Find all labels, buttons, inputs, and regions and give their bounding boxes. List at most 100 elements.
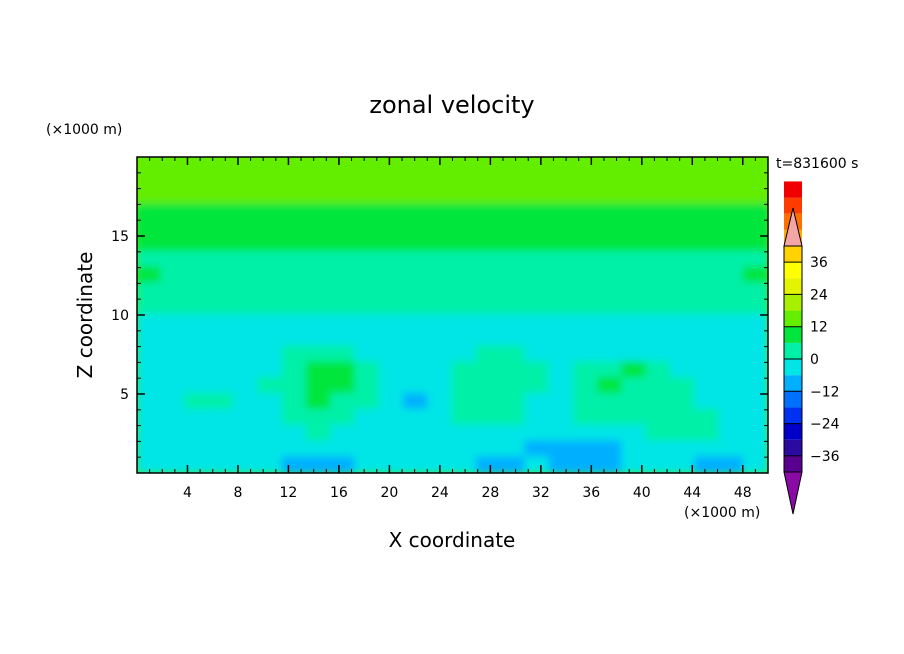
field-cell xyxy=(742,408,768,427)
field-cell xyxy=(184,235,211,253)
field-cell xyxy=(572,266,600,285)
y-axis-ticks: 5 10 15 xyxy=(111,172,768,458)
field-cell xyxy=(208,314,236,332)
field-cell xyxy=(669,219,697,237)
field-cell xyxy=(427,298,454,316)
field-cell xyxy=(330,456,357,473)
field-cell xyxy=(402,203,430,222)
field-cell xyxy=(475,345,503,364)
field-cell xyxy=(378,329,405,348)
field-cell xyxy=(645,219,672,237)
field-cell xyxy=(500,329,527,348)
field-cell xyxy=(208,408,236,427)
field-cell xyxy=(694,377,721,395)
field-cell xyxy=(184,314,211,332)
field-cell xyxy=(451,424,478,443)
field-cell xyxy=(718,408,745,427)
field-cell xyxy=(378,361,405,380)
field-cell xyxy=(281,171,308,190)
field-cell xyxy=(548,266,575,285)
colorbar-band xyxy=(784,197,802,214)
field-cell xyxy=(402,314,430,332)
field-cell xyxy=(402,187,430,206)
field-cell xyxy=(475,424,503,443)
field-cell xyxy=(451,157,478,174)
field-cell xyxy=(645,456,672,473)
field-cell xyxy=(694,408,721,427)
field-cell xyxy=(160,440,187,459)
field-cell xyxy=(451,377,478,395)
chart-title: zonal velocity xyxy=(369,91,534,119)
field-cell xyxy=(621,424,648,443)
field-cell xyxy=(354,298,381,316)
field-cell xyxy=(378,298,405,316)
field-cell xyxy=(305,157,333,174)
field-cell xyxy=(548,314,575,332)
field-cell xyxy=(305,203,333,222)
field-cell xyxy=(742,298,768,316)
field-cell xyxy=(402,456,430,473)
field-cell xyxy=(137,456,163,473)
field-cell xyxy=(500,266,527,285)
field-cell xyxy=(718,266,745,285)
field-cell xyxy=(621,377,648,395)
field-cell xyxy=(645,298,672,316)
field-cell xyxy=(208,187,236,206)
field-cell xyxy=(184,282,211,301)
colorbar-band xyxy=(784,246,802,263)
field-cell xyxy=(597,329,624,348)
field-cell xyxy=(160,157,187,174)
field-cell xyxy=(137,250,163,269)
field-cell xyxy=(597,314,624,332)
field-cell xyxy=(233,424,260,443)
field-cell xyxy=(160,250,187,269)
field-cell xyxy=(500,440,527,459)
field-cell xyxy=(402,282,430,301)
field-cell xyxy=(160,377,187,395)
field-cell xyxy=(427,361,454,380)
field-cell xyxy=(451,187,478,206)
field-cell xyxy=(402,235,430,253)
field-cell xyxy=(475,393,503,411)
field-cell xyxy=(427,456,454,473)
field-cell xyxy=(742,235,768,253)
field-cell xyxy=(257,345,284,364)
field-cell xyxy=(694,329,721,348)
field-cell xyxy=(427,187,454,206)
field-cell xyxy=(257,408,284,427)
field-cell xyxy=(330,408,357,427)
field-cell xyxy=(354,440,381,459)
x-tick-label: 40 xyxy=(633,485,651,501)
field-cell xyxy=(330,424,357,443)
field-cell xyxy=(694,456,721,473)
field-cell xyxy=(694,187,721,206)
field-cell xyxy=(184,266,211,285)
field-cell xyxy=(208,424,236,443)
x-axis-label: X coordinate xyxy=(389,528,516,552)
x-axis-ticks: 4 8 12 16 20 24 28 32 36 40 44 48 xyxy=(149,157,756,501)
field-cell xyxy=(669,329,697,348)
field-cell xyxy=(208,329,236,348)
field-cell xyxy=(137,282,163,301)
x-tick-label: 36 xyxy=(582,485,600,501)
field-cell xyxy=(694,219,721,237)
field-cell xyxy=(669,203,697,222)
field-cell xyxy=(378,393,405,411)
field-cell xyxy=(742,456,768,473)
field-cell xyxy=(694,345,721,364)
field-cell xyxy=(645,361,672,380)
field-cell xyxy=(402,157,430,174)
field-cell xyxy=(451,345,478,364)
field-cell xyxy=(572,219,600,237)
field-cell xyxy=(572,440,600,459)
field-cell xyxy=(160,456,187,473)
field-cell xyxy=(208,393,236,411)
field-cell xyxy=(742,187,768,206)
field-cell xyxy=(597,157,624,174)
field-cell xyxy=(184,377,211,395)
field-cell xyxy=(597,440,624,459)
field-cell xyxy=(572,171,600,190)
field-cell xyxy=(330,187,357,206)
field-cell xyxy=(137,377,163,395)
field-cell xyxy=(645,440,672,459)
